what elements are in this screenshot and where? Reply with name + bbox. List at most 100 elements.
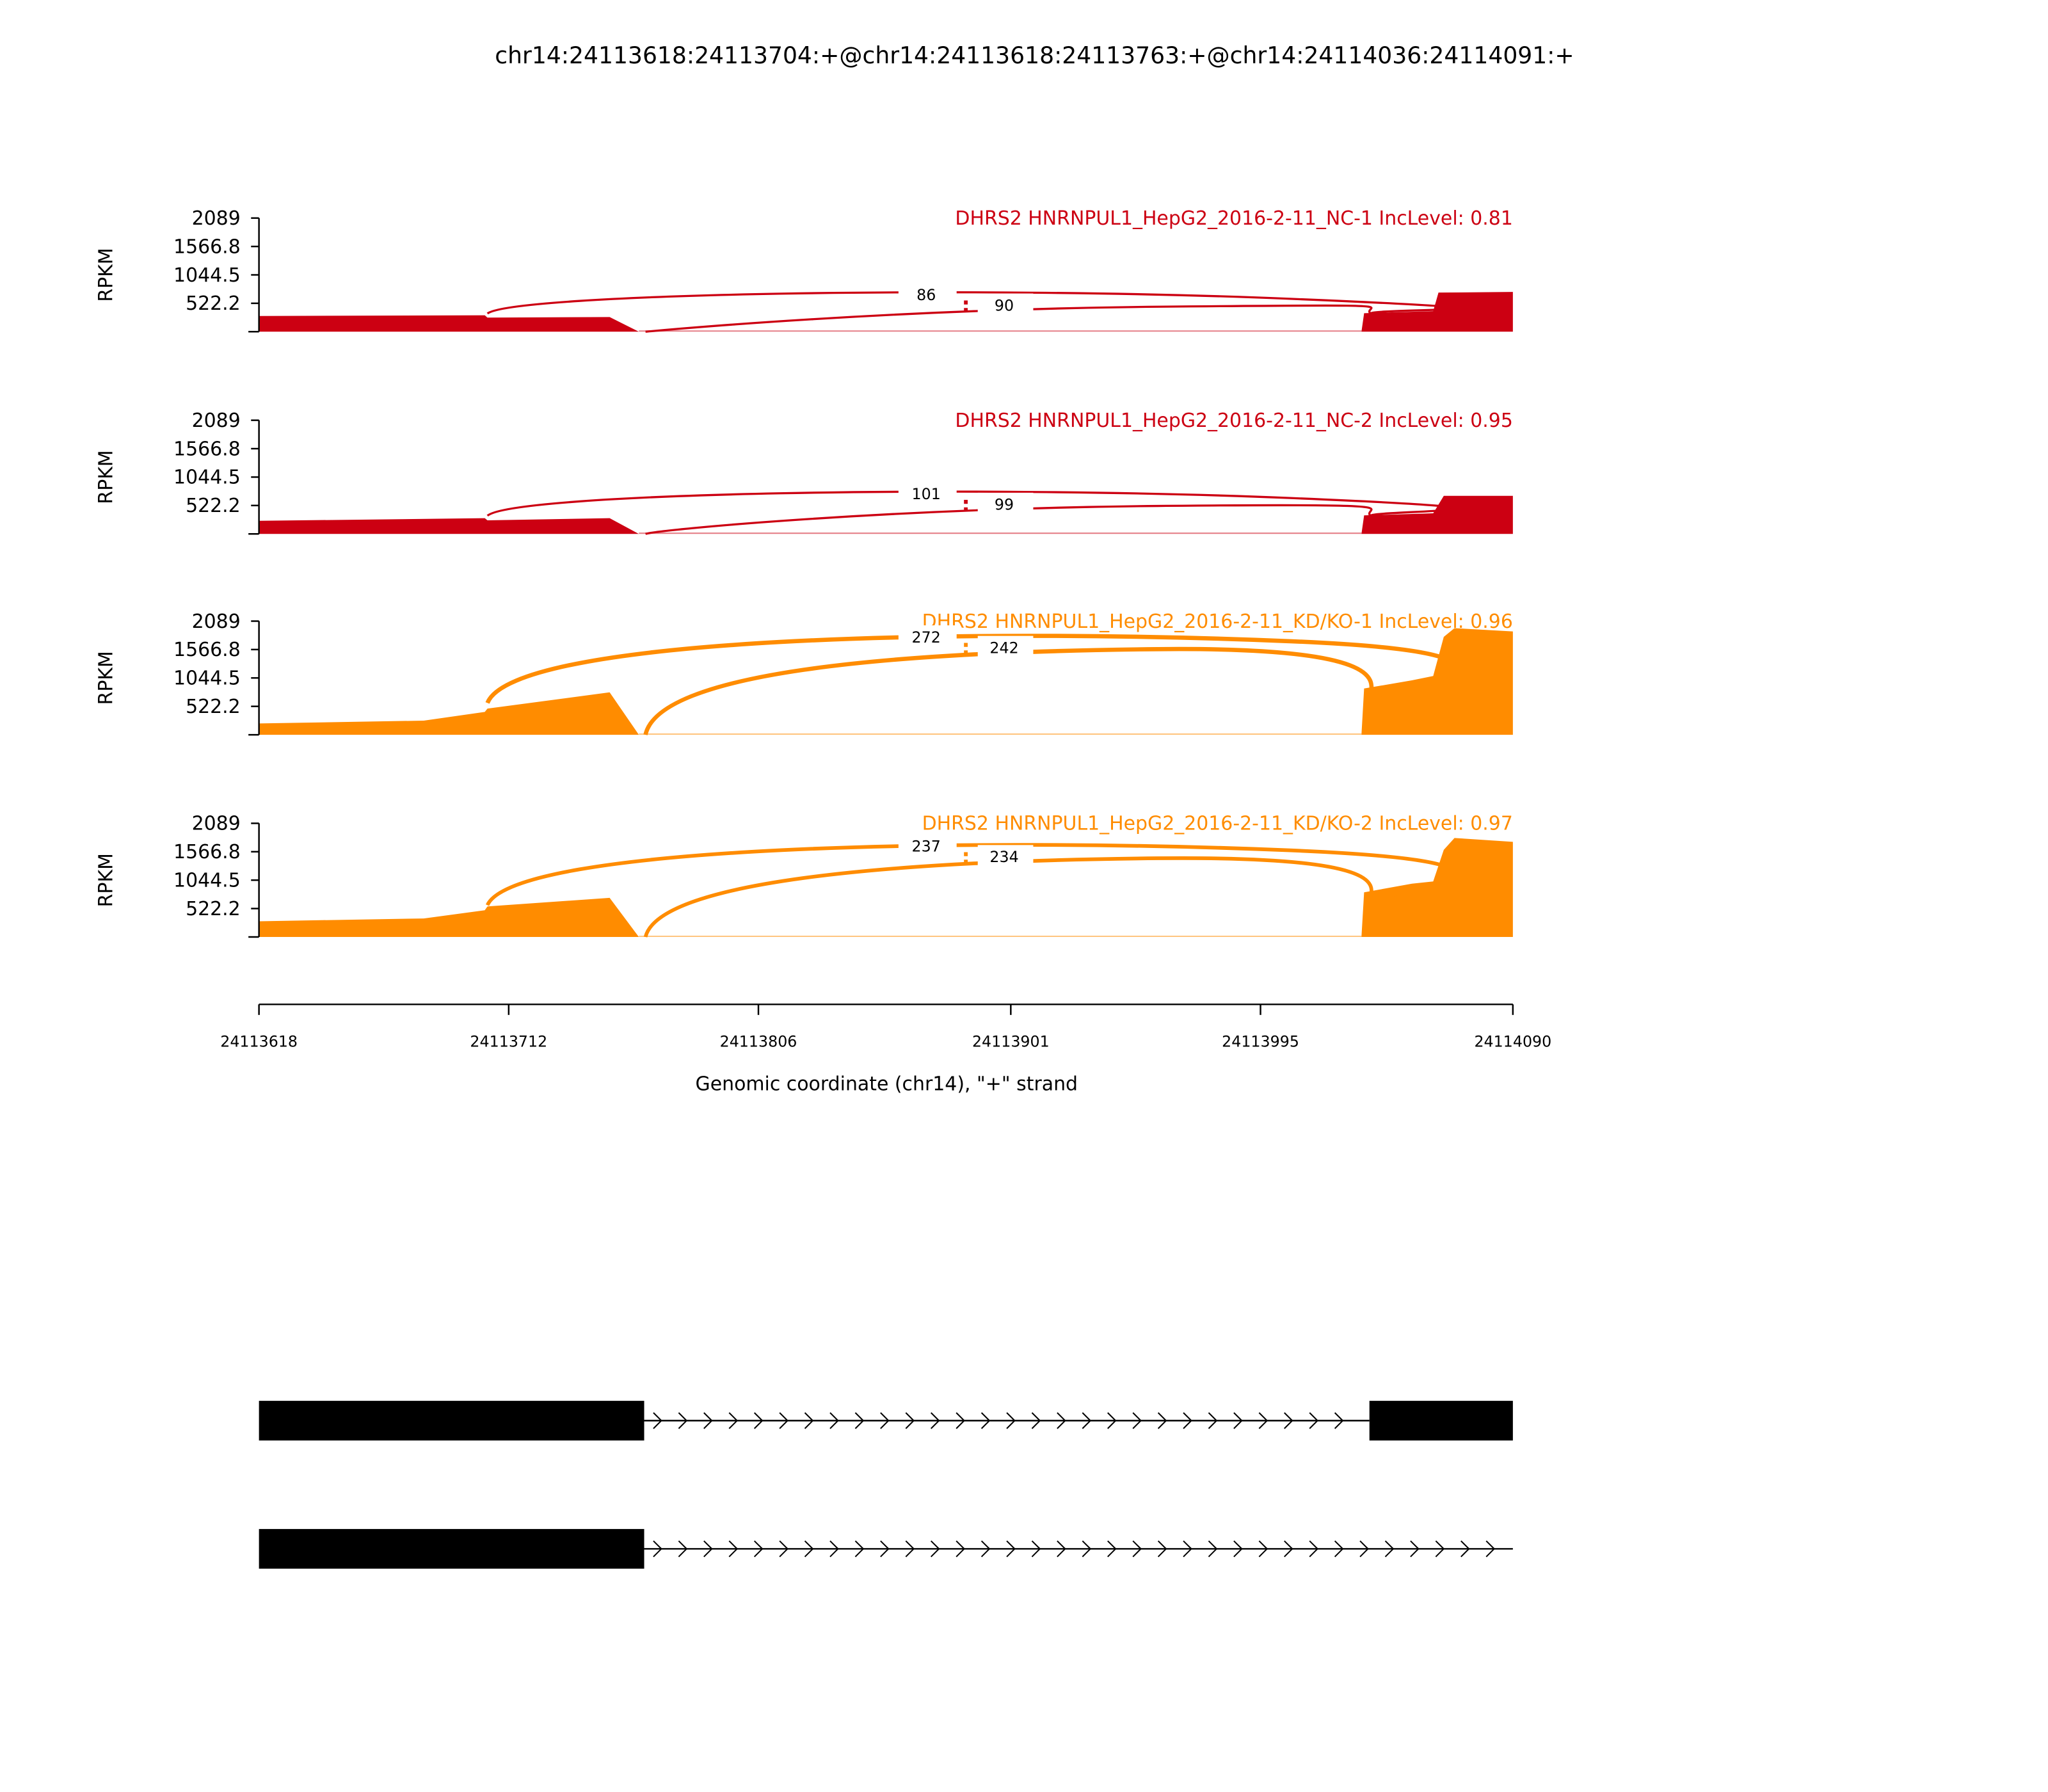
strand-arrow-icon — [804, 1412, 814, 1429]
strand-arrow-icon — [854, 1412, 865, 1429]
count-separator: : — [962, 292, 970, 317]
strand-arrow-icon — [1157, 1540, 1167, 1558]
strand-arrow-icon — [1082, 1412, 1092, 1429]
strand-arrow-icon — [980, 1540, 991, 1558]
track-title: DHRS2 HNRNPUL1_HepG2_2016-2-11_NC-2 IncL… — [955, 410, 1512, 432]
y-tick-label: 2089 — [192, 611, 241, 633]
x-tick-label: 24113901 — [972, 1032, 1050, 1050]
y-tick-label: 1566.8 — [173, 639, 241, 661]
junction-arc — [645, 504, 1373, 535]
y-tick-label: 522.2 — [186, 495, 241, 517]
strand-arrow-icon — [1031, 1540, 1041, 1558]
strand-arrow-icon — [1485, 1540, 1496, 1558]
strand-arrow-icon — [1132, 1412, 1142, 1429]
y-tick-label: 1044.5 — [173, 467, 241, 489]
x-tick-label: 24113712 — [470, 1032, 547, 1050]
track-panel: 2089 1566.8 1044.5 522.2 RPKM DHRS2 HNRNPUL1_… — [95, 410, 1513, 535]
x-axis: 24113618 24113712 24113806 24113901 24113995… — [220, 1004, 1551, 1096]
y-tick-label: 522.2 — [186, 696, 241, 718]
x-tick-label: 24113618 — [220, 1032, 298, 1050]
count-label-box — [898, 625, 957, 647]
strand-arrow-icon — [1233, 1540, 1243, 1558]
strand-arrow-icon — [753, 1412, 764, 1429]
junction-arc — [486, 490, 1457, 517]
isoform-track — [259, 1400, 1513, 1441]
y-tick-label: 522.2 — [186, 898, 241, 920]
strand-arrow-icon — [703, 1412, 713, 1429]
y-axis-label: RPKM — [95, 248, 117, 301]
strand-arrow-icon — [854, 1540, 865, 1558]
exon-block — [259, 1400, 644, 1441]
exon-block — [1369, 1400, 1513, 1441]
strand-arrow-icon — [1359, 1540, 1369, 1558]
y-tick-label: 1566.8 — [173, 841, 241, 863]
junction-arc — [485, 843, 1457, 908]
strand-arrow-icon — [1157, 1412, 1167, 1429]
strand-arrow-icon — [905, 1540, 915, 1558]
y-tick-label: 2089 — [192, 410, 241, 432]
isoform-track — [259, 1529, 1513, 1569]
count-label-box — [977, 492, 1034, 514]
chart-title: chr14:24113618:24113704:+@chr14:24113618… — [495, 42, 1574, 69]
y-tick-label: 522.2 — [186, 292, 241, 315]
junction-arc — [485, 634, 1457, 705]
y-tick-label: 1044.5 — [173, 264, 241, 287]
strand-arrow-icon — [728, 1540, 739, 1558]
track-title: DHRS2 HNRNPUL1_HepG2_2016-2-11_KD/KO-2 I… — [922, 813, 1513, 835]
strand-arrow-icon — [1082, 1540, 1092, 1558]
exon-block — [259, 1529, 644, 1569]
junction-arc — [486, 291, 1457, 315]
strand-arrow-icon — [1384, 1540, 1395, 1558]
strand-arrow-icon — [880, 1540, 890, 1558]
y-axis-label: RPKM — [95, 853, 117, 907]
strand-arrow-icon — [1208, 1412, 1218, 1429]
junction-arc — [643, 646, 1374, 735]
strand-arrow-icon — [1006, 1412, 1016, 1429]
count-label-box — [977, 293, 1034, 315]
strand-arrow-icon — [779, 1412, 788, 1429]
strand-arrow-icon — [678, 1540, 688, 1558]
strand-arrow-icon — [956, 1412, 966, 1429]
y-tick-label: 1044.5 — [173, 668, 241, 690]
junction-count-label: 237 — [912, 838, 941, 856]
count-label-box — [977, 845, 1034, 867]
coverage-area — [259, 838, 1513, 938]
strand-arrow-icon — [1031, 1412, 1041, 1429]
strand-arrow-icon — [1410, 1540, 1420, 1558]
strand-arrow-icon — [804, 1540, 814, 1558]
junction-count-label: 234 — [989, 848, 1018, 866]
strand-arrow-icon — [1107, 1412, 1117, 1429]
strand-arrow-icon — [1309, 1412, 1319, 1429]
strand-arrow-icon — [1284, 1412, 1293, 1429]
junction-count-label: 90 — [995, 296, 1014, 314]
strand-arrow-icon — [829, 1412, 839, 1429]
coverage-area — [259, 495, 1513, 534]
gene-model — [259, 1400, 1513, 1569]
strand-arrow-icon — [1057, 1540, 1066, 1558]
strand-arrow-icon — [1006, 1540, 1016, 1558]
strand-arrow-icon — [1057, 1412, 1066, 1429]
strand-arrow-icon — [1132, 1540, 1142, 1558]
strand-arrow-icon — [653, 1540, 662, 1558]
count-label-box — [898, 283, 957, 305]
strand-arrow-icon — [931, 1412, 940, 1429]
strand-arrow-icon — [779, 1540, 788, 1558]
count-separator: : — [962, 844, 970, 868]
x-tick-label: 24113806 — [720, 1032, 797, 1050]
strand-arrow-icon — [1284, 1540, 1293, 1558]
strand-arrow-icon — [1334, 1412, 1344, 1429]
y-tick-label: 1044.5 — [173, 870, 241, 892]
strand-arrow-icon — [1258, 1412, 1268, 1429]
strand-arrow-icon — [653, 1412, 662, 1429]
count-label-box — [898, 834, 957, 856]
strand-arrow-icon — [678, 1412, 688, 1429]
strand-arrow-icon — [956, 1540, 966, 1558]
junction-count-label: 99 — [995, 496, 1014, 514]
junction-arc — [643, 856, 1373, 938]
y-tick-label: 2089 — [192, 813, 241, 835]
x-tick-label: 24113995 — [1222, 1032, 1299, 1050]
junction-count-label: 272 — [912, 628, 941, 646]
junction-arc — [645, 304, 1373, 333]
y-tick-label: 1566.8 — [173, 438, 241, 460]
strand-arrow-icon — [1183, 1412, 1192, 1429]
